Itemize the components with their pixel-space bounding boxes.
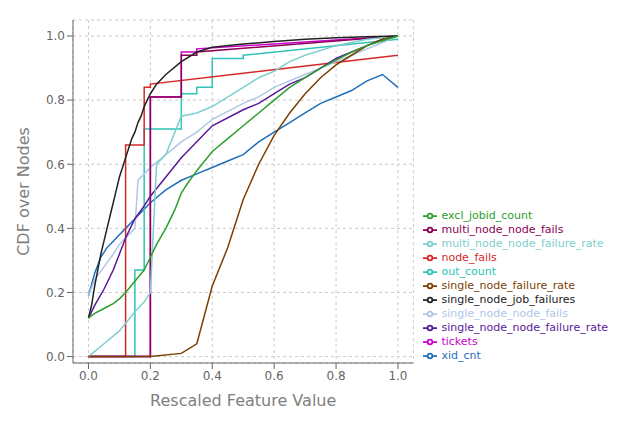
svg-text:0.4: 0.4 — [203, 369, 222, 383]
svg-text:0.0: 0.0 — [79, 369, 98, 383]
html-text:multi_node_node_fails: multi_node_node_fails — [441, 223, 564, 236]
svg-text:Rescaled Feature Value: Rescaled Feature Value — [150, 391, 336, 410]
html-text:xid_cnt: xid_cnt — [441, 349, 481, 362]
html-text:single_node_failure_rate: single_node_failure_rate — [441, 279, 575, 292]
svg-text:1.0: 1.0 — [46, 29, 65, 43]
svg-text:0.8: 0.8 — [327, 369, 346, 383]
svg-text:0.2: 0.2 — [141, 369, 160, 383]
svg-text:0.4: 0.4 — [46, 222, 65, 236]
html-text:single_node_node_failure_rate: single_node_node_failure_rate — [441, 321, 608, 334]
svg-text:0.0: 0.0 — [46, 350, 65, 364]
html-text:excl_jobid_count: excl_jobid_count — [441, 209, 533, 222]
html-text:single_node_node_fails: single_node_node_fails — [441, 307, 568, 320]
svg-text:CDF over Nodes: CDF over Nodes — [14, 127, 33, 256]
svg-text:0.6: 0.6 — [46, 158, 65, 172]
html-text:out_count: out_count — [441, 265, 496, 278]
svg-text:0.2: 0.2 — [46, 286, 65, 300]
svg-text:0.8: 0.8 — [46, 93, 65, 107]
html-text:single_node_job_failures: single_node_job_failures — [441, 293, 576, 306]
html-text:multi_node_node_failure_rate: multi_node_node_failure_rate — [441, 237, 604, 250]
html-text:tickets: tickets — [441, 335, 478, 348]
html-text:node_fails: node_fails — [441, 251, 497, 264]
svg-text:0.6: 0.6 — [265, 369, 284, 383]
svg-text:1.0: 1.0 — [388, 369, 407, 383]
